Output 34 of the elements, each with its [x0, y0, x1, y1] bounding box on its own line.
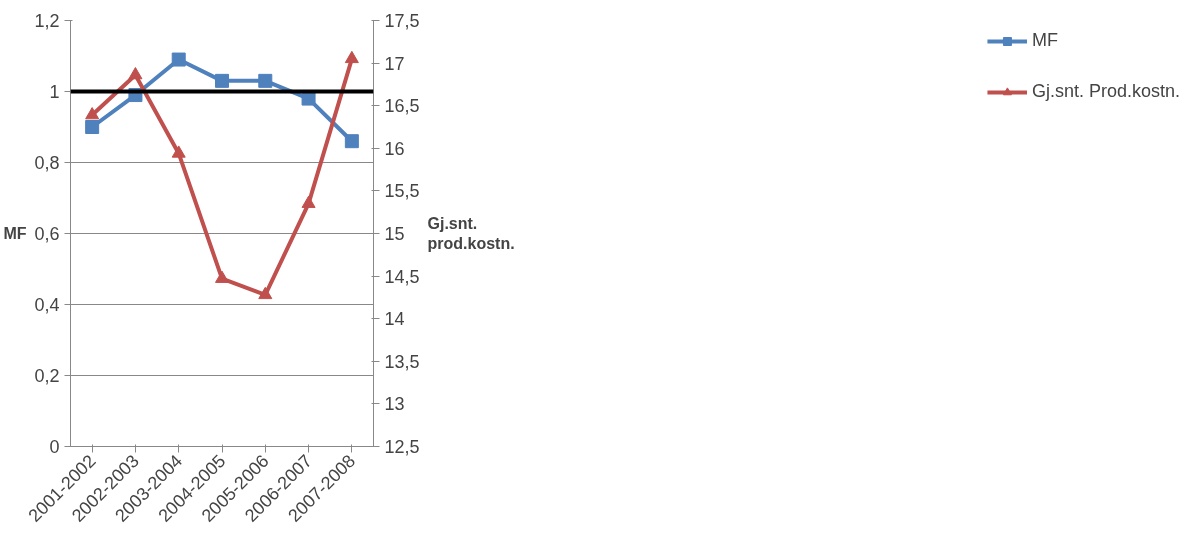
y2-tick-label: 12,5	[384, 437, 420, 457]
point	[215, 270, 229, 283]
point	[344, 134, 359, 149]
y2-tick-label: 15	[384, 224, 405, 244]
point	[85, 107, 100, 120]
y2-tick-label: 17,5	[384, 11, 420, 31]
point	[171, 52, 186, 67]
y2-tick-label: 15,5	[384, 181, 420, 202]
y-axis-title: MF	[3, 225, 27, 242]
y2-tick-label: 16,5	[384, 96, 420, 117]
y-tick-label: 0,4	[34, 295, 60, 315]
point	[301, 195, 316, 208]
legend-label: Gj.snt. Prod.kostn.	[1031, 81, 1180, 102]
y2-axis-title: Gj.snt. prod.kostn.	[427, 214, 515, 253]
point	[258, 286, 273, 300]
y2-tick-label: 16	[384, 138, 405, 159]
y-tick-label: 0,8	[34, 153, 60, 173]
y-tick-label: 0,6	[34, 224, 60, 244]
y2-tick-label: 14	[384, 309, 405, 330]
y-tick-label: 0,2	[34, 366, 60, 386]
y-tick-label: 1	[49, 82, 60, 102]
y2-tick-label: 13	[384, 394, 405, 415]
y2-tick-label: 17	[384, 53, 405, 74]
point	[215, 73, 229, 88]
point	[258, 73, 273, 88]
y-tick-label: 0	[49, 437, 60, 457]
point	[85, 120, 100, 134]
point	[171, 145, 186, 158]
point	[128, 67, 143, 80]
legend-label: MF	[1031, 30, 1058, 51]
point	[344, 50, 359, 64]
y2-tick-label: 13,5	[384, 351, 420, 372]
y-tick-label: 1,2	[34, 11, 60, 31]
y2-tick-label: 14,5	[384, 266, 420, 287]
